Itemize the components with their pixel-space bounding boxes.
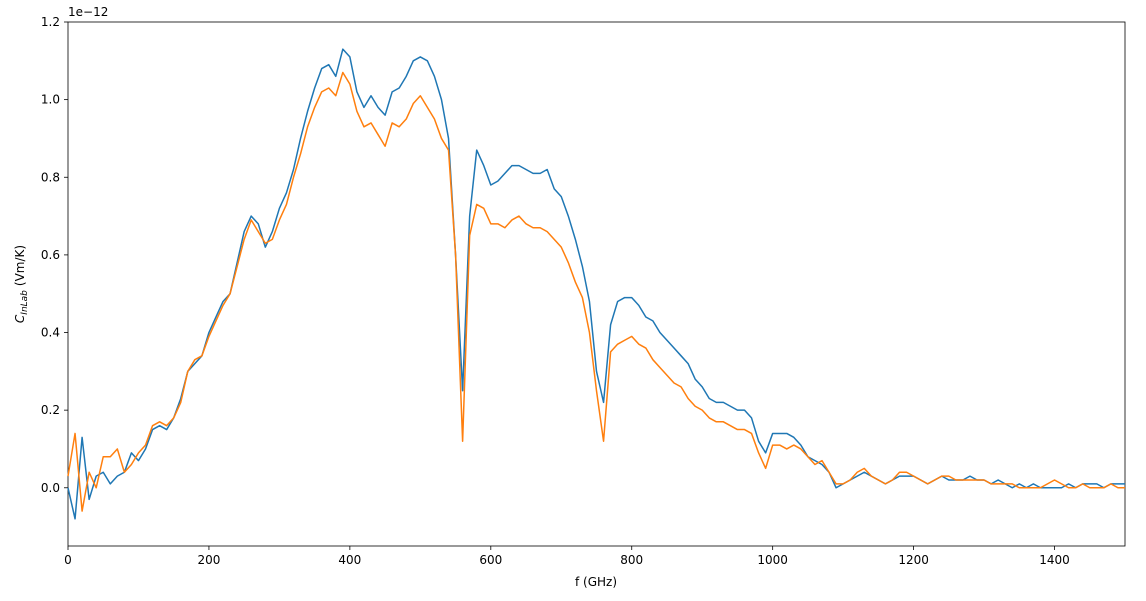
x-tick-label: 600 xyxy=(479,553,502,567)
plot-frame xyxy=(67,21,1126,547)
series-line xyxy=(67,48,1125,520)
offset-text: 1e−12 xyxy=(68,5,108,19)
y-tick-label: 0.4 xyxy=(41,326,60,340)
x-tick-label: 400 xyxy=(338,553,361,567)
y-label-unit: (Vm/K) xyxy=(13,245,27,286)
x-tick-label: 200 xyxy=(197,553,220,567)
y-label-subscript: InLab xyxy=(20,290,30,315)
y-tick-label: 0.2 xyxy=(41,403,60,417)
y-tick-label: 1.2 xyxy=(41,15,60,29)
y-tick-label: 1.0 xyxy=(41,93,60,107)
series-line xyxy=(67,71,1125,512)
x-tick-label: 1000 xyxy=(757,553,788,567)
y-tick-label: 0.0 xyxy=(41,481,60,495)
y-tick-label: 0.6 xyxy=(41,248,60,262)
x-tick-label: 1400 xyxy=(1039,553,1070,567)
x-tick-label: 800 xyxy=(620,553,643,567)
x-tick-label: 1200 xyxy=(898,553,929,567)
y-label-symbol: C xyxy=(13,314,27,323)
y-axis-label: CInLab (Vm/K) xyxy=(13,245,30,323)
y-tick-label: 0.8 xyxy=(41,170,60,184)
x-tick-label: 0 xyxy=(64,553,72,567)
x-axis-label: f (GHz) xyxy=(575,575,617,589)
